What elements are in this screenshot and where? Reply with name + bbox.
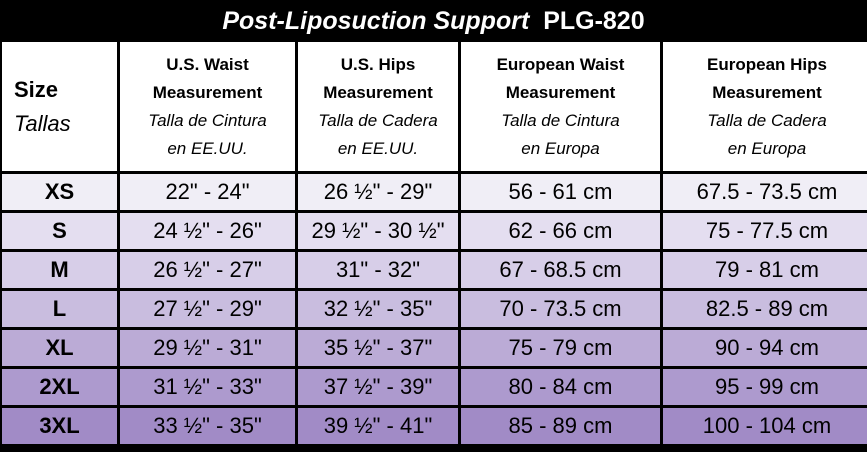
header-us-hips-en2: Measurement	[323, 82, 433, 102]
header-us-hips: U.S. Hips Measurement Talla de Cadera en…	[298, 42, 458, 171]
us-hips-cell: 26 ½" - 29"	[298, 174, 458, 210]
header-size-en: Size	[14, 76, 59, 102]
size-cell: XL	[2, 330, 117, 366]
header-eu-hips-es1: Talla de Cadera	[707, 110, 827, 130]
eu-hips-cell: 90 - 94 cm	[663, 330, 867, 366]
eu-waist-cell: 75 - 79 cm	[461, 330, 660, 366]
header-us-hips-es1: Talla de Cadera	[318, 110, 438, 130]
header-us-waist: U.S. Waist Measurement Talla de Cintura …	[120, 42, 295, 171]
us-hips-cell: 31" - 32"	[298, 252, 458, 288]
eu-hips-cell: 82.5 - 89 cm	[663, 291, 867, 327]
eu-hips-cell: 100 - 104 cm	[663, 408, 867, 444]
size-cell: 3XL	[2, 408, 117, 444]
us-hips-cell: 32 ½" - 35"	[298, 291, 458, 327]
size-cell: L	[2, 291, 117, 327]
chart-title: Post-Liposuction Support PLG-820	[0, 0, 867, 42]
us-waist-cell: 27 ½" - 29"	[120, 291, 295, 327]
us-hips-cell: 29 ½" - 30 ½"	[298, 213, 458, 249]
header-eu-hips: European Hips Measurement Talla de Cader…	[663, 42, 867, 171]
us-hips-cell: 35 ½" - 37"	[298, 330, 458, 366]
header-us-waist-es2: en EE.UU.	[167, 138, 248, 158]
us-hips-cell: 37 ½" - 39"	[298, 369, 458, 405]
header-eu-waist-en2: Measurement	[505, 82, 616, 102]
eu-waist-cell: 62 - 66 cm	[461, 213, 660, 249]
us-waist-cell: 24 ½" - 26"	[120, 213, 295, 249]
header-eu-waist-es2: en Europa	[521, 138, 600, 158]
header-eu-waist-en1: European Waist	[496, 54, 625, 74]
size-cell: S	[2, 213, 117, 249]
us-waist-cell: 29 ½" - 31"	[120, 330, 295, 366]
us-hips-cell: 39 ½" - 41"	[298, 408, 458, 444]
header-eu-waist-es1: Talla de Cintura	[501, 110, 620, 130]
size-cell: M	[2, 252, 117, 288]
us-waist-cell: 26 ½" - 27"	[120, 252, 295, 288]
size-table: Size Tallas U.S. Waist Measurement Talla…	[2, 42, 867, 450]
header-eu-hips-en2: Measurement	[712, 82, 822, 102]
size-cell: XS	[2, 174, 117, 210]
header-us-waist-es1: Talla de Cintura	[148, 110, 267, 130]
us-waist-cell: 33 ½" - 35"	[120, 408, 295, 444]
eu-hips-cell: 75 - 77.5 cm	[663, 213, 867, 249]
eu-hips-cell: 67.5 - 73.5 cm	[663, 174, 867, 210]
header-us-waist-en1: U.S. Waist	[166, 54, 249, 74]
header-us-hips-en1: U.S. Hips	[340, 54, 416, 74]
title-main: Post-Liposuction Support	[222, 7, 530, 35]
header-size-es: Tallas	[14, 110, 71, 136]
header-us-waist-en2: Measurement	[152, 82, 263, 102]
us-waist-cell: 22" - 24"	[120, 174, 295, 210]
eu-waist-cell: 56 - 61 cm	[461, 174, 660, 210]
size-cell: 2XL	[2, 369, 117, 405]
eu-waist-cell: 80 - 84 cm	[461, 369, 660, 405]
header-eu-waist: European Waist Measurement Talla de Cint…	[461, 42, 660, 171]
header-size: Size Tallas	[2, 42, 117, 171]
header-eu-hips-es2: en Europa	[727, 138, 807, 158]
eu-waist-cell: 70 - 73.5 cm	[461, 291, 660, 327]
eu-hips-cell: 95 - 99 cm	[663, 369, 867, 405]
eu-waist-cell: 85 - 89 cm	[461, 408, 660, 444]
us-waist-cell: 31 ½" - 33"	[120, 369, 295, 405]
title-code: PLG-820	[543, 7, 645, 35]
header-us-hips-es2: en EE.UU.	[337, 138, 419, 158]
eu-hips-cell: 79 - 81 cm	[663, 252, 867, 288]
eu-waist-cell: 67 - 68.5 cm	[461, 252, 660, 288]
header-eu-hips-en1: European Hips	[707, 54, 827, 74]
